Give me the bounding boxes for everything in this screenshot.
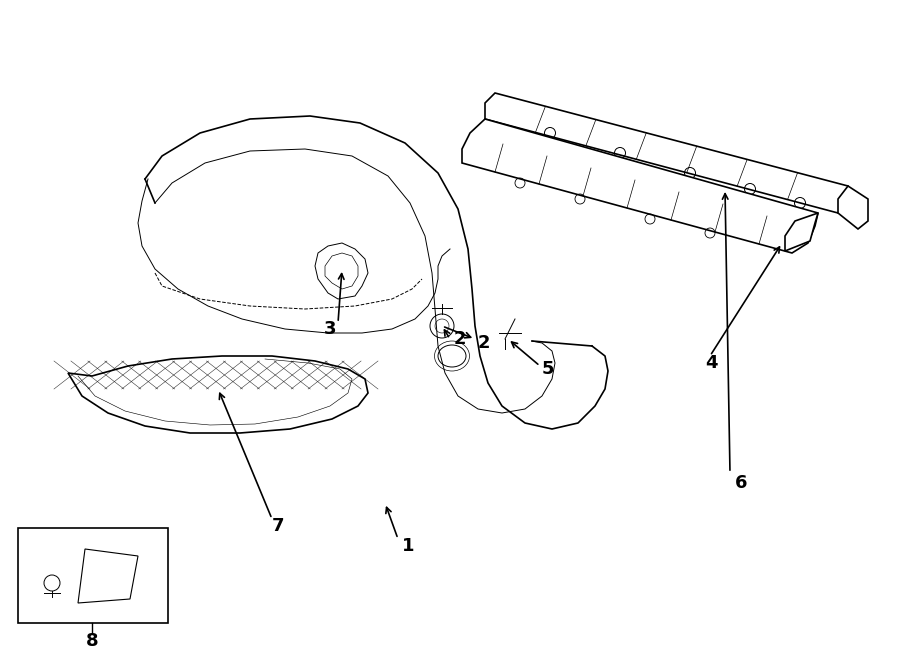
- Text: 3: 3: [324, 320, 337, 338]
- Polygon shape: [78, 549, 138, 603]
- Polygon shape: [785, 213, 818, 251]
- Polygon shape: [462, 119, 818, 253]
- Polygon shape: [838, 186, 868, 229]
- Polygon shape: [68, 356, 368, 433]
- Text: 2: 2: [454, 330, 466, 348]
- FancyBboxPatch shape: [18, 528, 168, 623]
- Text: 2: 2: [478, 334, 491, 352]
- Text: 4: 4: [705, 354, 717, 372]
- Text: 5: 5: [542, 360, 554, 378]
- Text: 1: 1: [402, 537, 415, 555]
- Text: 6: 6: [735, 474, 748, 492]
- Polygon shape: [485, 93, 848, 213]
- Text: 7: 7: [272, 517, 284, 535]
- Text: 8: 8: [86, 632, 98, 650]
- Polygon shape: [315, 243, 368, 299]
